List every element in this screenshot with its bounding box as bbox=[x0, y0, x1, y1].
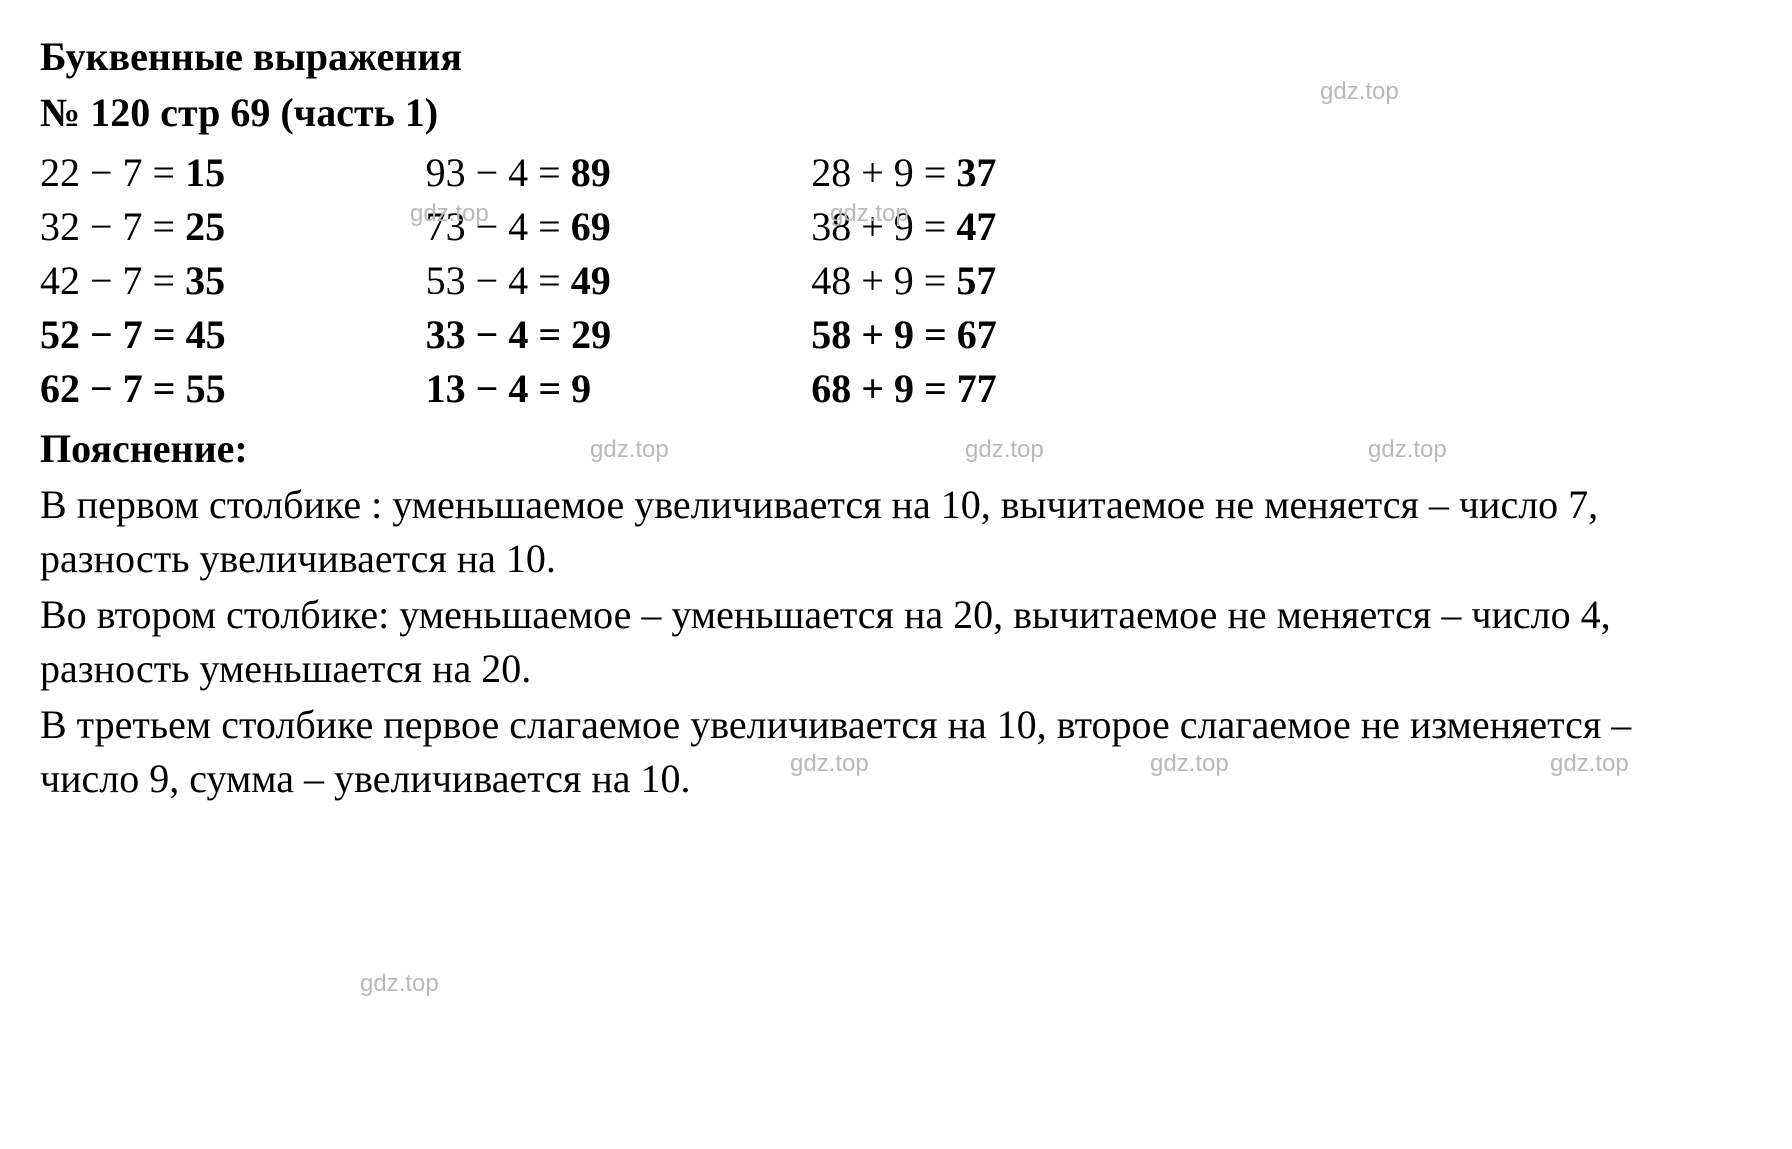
equation-left: 38 + 9 = bbox=[811, 204, 956, 249]
equation-result: 35 bbox=[185, 258, 225, 303]
heading-1: Буквенные выражения bbox=[40, 30, 1752, 84]
equation-left: 48 + 9 = bbox=[811, 258, 956, 303]
equation: 22 − 7 = 15 bbox=[40, 146, 226, 200]
equation-result: 25 bbox=[185, 204, 225, 249]
equation: 38 + 9 = 47 bbox=[811, 200, 997, 254]
explanation-2: Во втором столбике: уменьшаемое – уменьш… bbox=[40, 588, 1720, 696]
column-1: 22 − 7 = 1532 − 7 = 2542 − 7 = 3552 − 7 … bbox=[40, 146, 226, 416]
equation: 42 − 7 = 35 bbox=[40, 254, 226, 308]
equation-columns: 22 − 7 = 1532 − 7 = 2542 − 7 = 3552 − 7 … bbox=[40, 146, 1752, 416]
equation-text: 62 − 7 = 55 bbox=[40, 366, 226, 411]
equation-left: 32 − 7 = bbox=[40, 204, 185, 249]
equation: 93 − 4 = 89 bbox=[426, 146, 612, 200]
equation-left: 22 − 7 = bbox=[40, 150, 185, 195]
column-2: 93 − 4 = 8973 − 4 = 6953 − 4 = 4933 − 4 … bbox=[426, 146, 612, 416]
watermark: gdz.top bbox=[360, 970, 439, 998]
equation-result: 15 bbox=[185, 150, 225, 195]
equation-text: 68 + 9 = 77 bbox=[811, 366, 997, 411]
equation-left: 28 + 9 = bbox=[811, 150, 956, 195]
page: Буквенные выражения № 120 стр 69 (часть … bbox=[0, 0, 1792, 836]
explanation-3: В третьем столбике первое слагаемое увел… bbox=[40, 698, 1720, 806]
equation: 58 + 9 = 67 bbox=[811, 308, 997, 362]
equation-left: 53 − 4 = bbox=[426, 258, 571, 303]
equation-text: 52 − 7 = 45 bbox=[40, 312, 226, 357]
equation: 68 + 9 = 77 bbox=[811, 362, 997, 416]
equation-result: 69 bbox=[571, 204, 611, 249]
equation: 73 − 4 = 69 bbox=[426, 200, 612, 254]
equation: 33 − 4 = 29 bbox=[426, 308, 612, 362]
equation-text: 33 − 4 = 29 bbox=[426, 312, 612, 357]
equation: 62 − 7 = 55 bbox=[40, 362, 226, 416]
equation-left: 93 − 4 = bbox=[426, 150, 571, 195]
explanation-title: Пояснение: bbox=[40, 422, 1752, 476]
equation-result: 57 bbox=[956, 258, 996, 303]
equation-result: 49 bbox=[571, 258, 611, 303]
equation-result: 89 bbox=[571, 150, 611, 195]
equation: 53 − 4 = 49 bbox=[426, 254, 612, 308]
equation: 28 + 9 = 37 bbox=[811, 146, 997, 200]
equation-text: 13 − 4 = 9 bbox=[426, 366, 592, 411]
column-3: 28 + 9 = 3738 + 9 = 4748 + 9 = 5758 + 9 … bbox=[811, 146, 997, 416]
equation: 32 − 7 = 25 bbox=[40, 200, 226, 254]
equation-result: 37 bbox=[956, 150, 996, 195]
equation: 13 − 4 = 9 bbox=[426, 362, 612, 416]
explanation-1: В первом столбике : уменьшаемое увеличив… bbox=[40, 478, 1720, 586]
equation: 48 + 9 = 57 bbox=[811, 254, 997, 308]
equation: 52 − 7 = 45 bbox=[40, 308, 226, 362]
equation-left: 42 − 7 = bbox=[40, 258, 185, 303]
heading-2: № 120 стр 69 (часть 1) bbox=[40, 86, 1752, 140]
equation-text: 58 + 9 = 67 bbox=[811, 312, 997, 357]
equation-left: 73 − 4 = bbox=[426, 204, 571, 249]
equation-result: 47 bbox=[956, 204, 996, 249]
